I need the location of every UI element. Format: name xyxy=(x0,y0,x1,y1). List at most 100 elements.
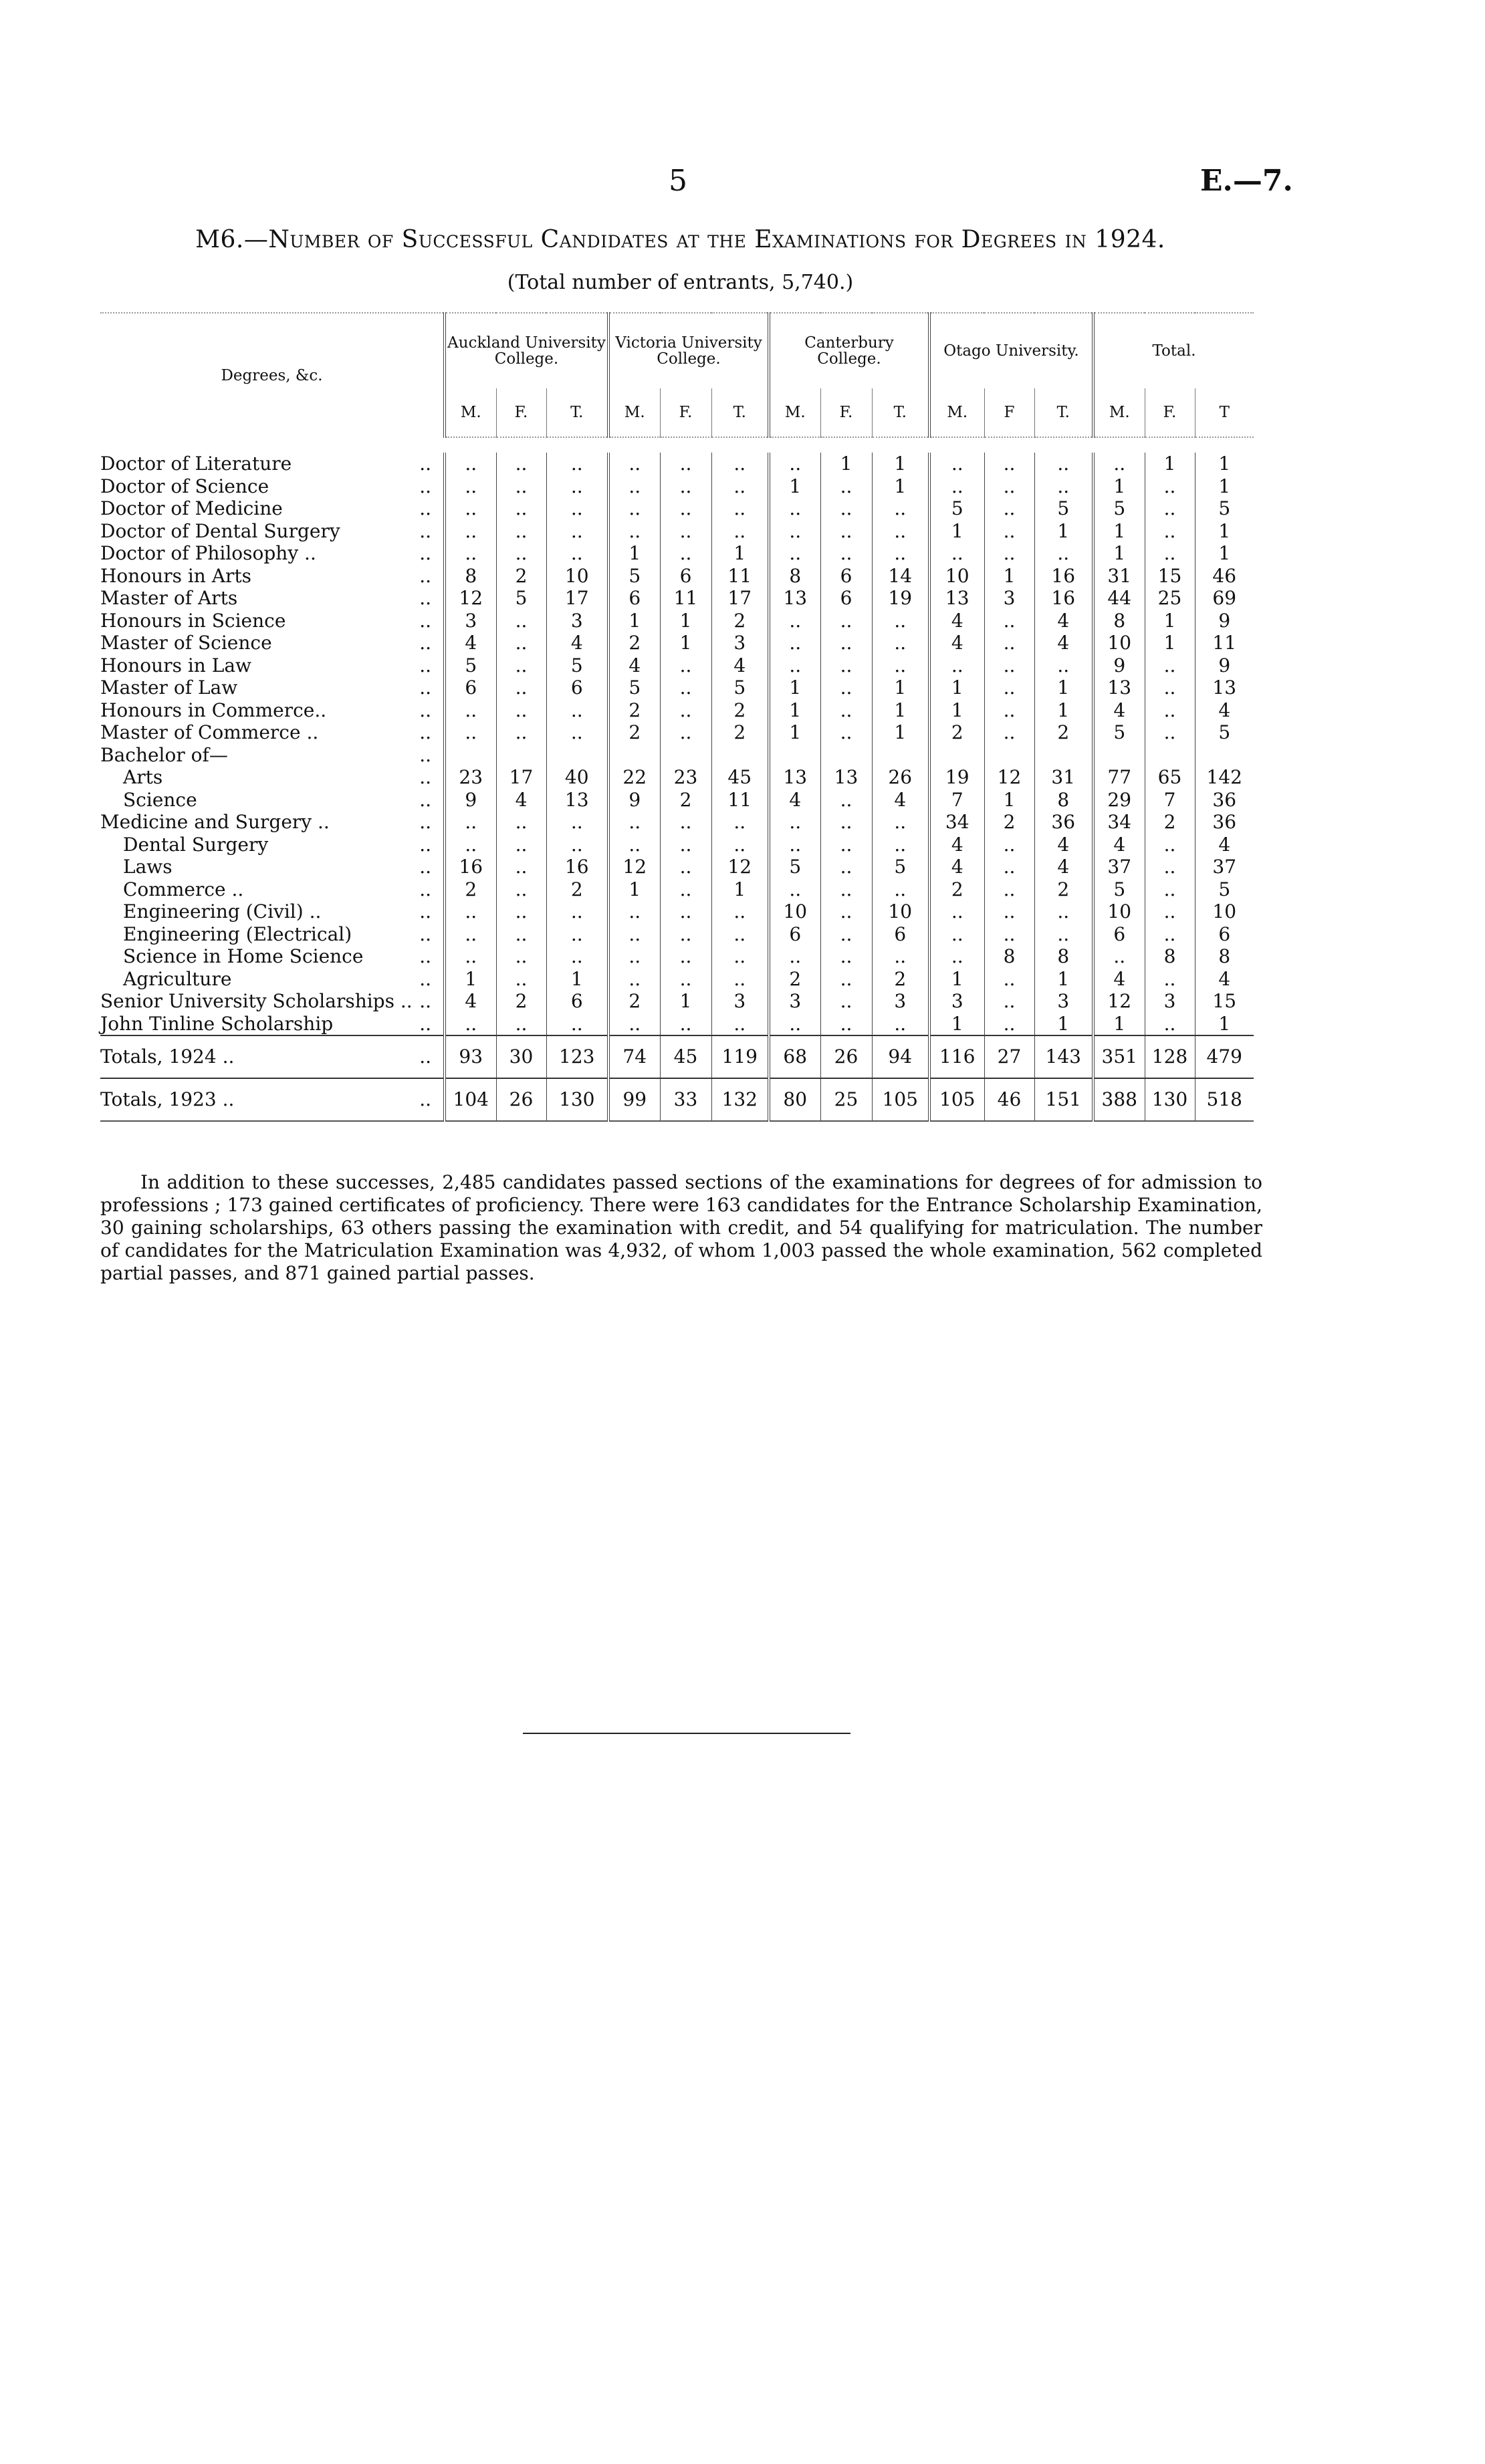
table-cell: .. xyxy=(820,990,872,1013)
row-label: Doctor of Dental Surgery.. xyxy=(100,520,445,543)
table-cell: 5 xyxy=(1194,721,1254,744)
table-cell: 22 xyxy=(607,766,660,789)
table-cell: .. xyxy=(443,519,496,542)
table-cell: 1 xyxy=(1092,542,1145,565)
table-cell: 2 xyxy=(607,632,660,654)
table-cell: .. xyxy=(820,945,872,968)
table-cell: .. xyxy=(871,519,929,542)
table-cell: 1 xyxy=(1034,519,1093,542)
leader-dots: .. xyxy=(419,632,431,654)
table-cell: 5 xyxy=(546,654,608,676)
table-cell: .. xyxy=(546,453,608,475)
group-header: Victoria University College. xyxy=(607,312,769,388)
row-label-text: Science in Home Science xyxy=(123,945,364,967)
row-label-text: Master of Commerce .. xyxy=(100,721,319,743)
table-cell: .. xyxy=(495,475,546,497)
table-cell: 74 xyxy=(607,1035,660,1078)
table-cell: .. xyxy=(768,654,820,676)
table-cell: .. xyxy=(1034,453,1093,475)
table-cell: 1 xyxy=(1034,699,1093,721)
table-cell: 29 xyxy=(1092,788,1145,811)
group-header: Canterbury College. xyxy=(768,312,929,388)
table-cell: .. xyxy=(443,811,496,834)
table-cell: .. xyxy=(768,497,820,520)
table-cell: 9 xyxy=(607,788,660,811)
table-cell: .. xyxy=(820,475,872,497)
row-label: Dental Surgery.. xyxy=(100,834,445,856)
table-cell: .. xyxy=(546,945,608,968)
row-label-text: Master of Science xyxy=(100,632,272,654)
table-cell: 2 xyxy=(711,609,769,632)
page-number: 5 xyxy=(669,164,687,198)
leader-dots: .. xyxy=(419,587,431,609)
table-cell: .. xyxy=(607,811,660,834)
table-cell: .. xyxy=(1144,654,1195,676)
table-cell: 19 xyxy=(928,766,984,789)
closing-rule xyxy=(523,1733,850,1734)
table-cell: 2 xyxy=(659,788,711,811)
row-label-text: Honours in Law xyxy=(100,654,251,676)
row-label: Medicine and Surgery .... xyxy=(100,811,445,834)
table-cell: 15 xyxy=(1144,564,1195,587)
table-cell: 6 xyxy=(1194,922,1254,945)
table-cell: 5 xyxy=(495,587,546,610)
table-cell: 31 xyxy=(1092,564,1145,587)
table-cell: 1 xyxy=(546,967,608,990)
table-cell: .. xyxy=(1144,542,1195,565)
row-label-text: Engineering (Electrical) xyxy=(123,922,352,945)
table-cell: 5 xyxy=(1034,497,1093,520)
table-cell: 1 xyxy=(1034,676,1093,699)
table-cell: 19 xyxy=(871,587,929,610)
leader-dots: .. xyxy=(419,766,431,788)
leader-dots: .. xyxy=(419,676,431,699)
table-cell: 6 xyxy=(546,676,608,699)
row-label-text: Doctor of Medicine xyxy=(100,497,283,519)
table-cell: 3 xyxy=(1144,990,1195,1013)
header-row-subcols: M. F. T. M. F. T. M. F. T. M. F T. M. F. T xyxy=(100,388,1254,438)
table-cell: .. xyxy=(1144,1012,1195,1035)
table-cell: .. xyxy=(871,811,929,834)
degrees-table: Degrees, &c. Auckland University College.… xyxy=(100,312,1254,1122)
leader-dots: .. xyxy=(419,609,431,632)
table-row: Honours in Law.. 5.. 5 4.. 4............ 9.. 9 xyxy=(100,654,1254,676)
table-cell xyxy=(1194,743,1254,766)
table-cell: 11 xyxy=(1194,632,1254,654)
leader-dots: .. xyxy=(419,1045,431,1068)
table-row: Science.. 9 4 13 9 2 11 4.. 4 7 1 8 29 7 36 xyxy=(100,788,1254,812)
table-cell: 2 xyxy=(928,878,984,900)
table-cell: 1 xyxy=(711,878,769,900)
table-cell: .. xyxy=(495,856,546,878)
table-cell: 17 xyxy=(711,587,769,610)
table-cell: .. xyxy=(768,833,820,856)
table-cell: .. xyxy=(711,833,769,856)
table-cell: 1 xyxy=(1034,1012,1093,1035)
table-cell: 2 xyxy=(1034,721,1093,744)
table-cell: 1 xyxy=(607,542,660,565)
table-cell: 130 xyxy=(1144,1078,1195,1122)
document-reference: E.—7. xyxy=(1200,164,1293,198)
table-cell: 5 xyxy=(1092,721,1145,744)
subcol-header: F xyxy=(984,388,1034,438)
table-cell: 4 xyxy=(1034,632,1093,654)
table-cell: 3 xyxy=(984,587,1034,610)
table-cell: 1 xyxy=(1144,609,1195,632)
table-cell: .. xyxy=(607,945,660,968)
table-cell: 26 xyxy=(495,1078,546,1122)
table-cell: 1 xyxy=(984,564,1034,587)
table-cell: .. xyxy=(871,542,929,565)
table-cell: .. xyxy=(984,990,1034,1013)
table-cell: 1 xyxy=(607,609,660,632)
row-label: Honours in Arts.. xyxy=(100,565,445,588)
subcol-header: T xyxy=(1194,388,1254,438)
row-label: Science.. xyxy=(100,789,445,812)
table-cell: .. xyxy=(871,497,929,520)
table-cell: 1 xyxy=(1034,967,1093,990)
table-cell: .. xyxy=(659,900,711,923)
row-label-text: Medicine and Surgery .. xyxy=(100,811,330,833)
table-cell: .. xyxy=(607,1012,660,1035)
table-row: Bachelor of—.. xyxy=(100,743,1254,766)
table-cell: .. xyxy=(711,475,769,497)
table-cell: 6 xyxy=(546,990,608,1013)
table-cell: .. xyxy=(495,699,546,721)
table-cell: 1 xyxy=(659,632,711,654)
